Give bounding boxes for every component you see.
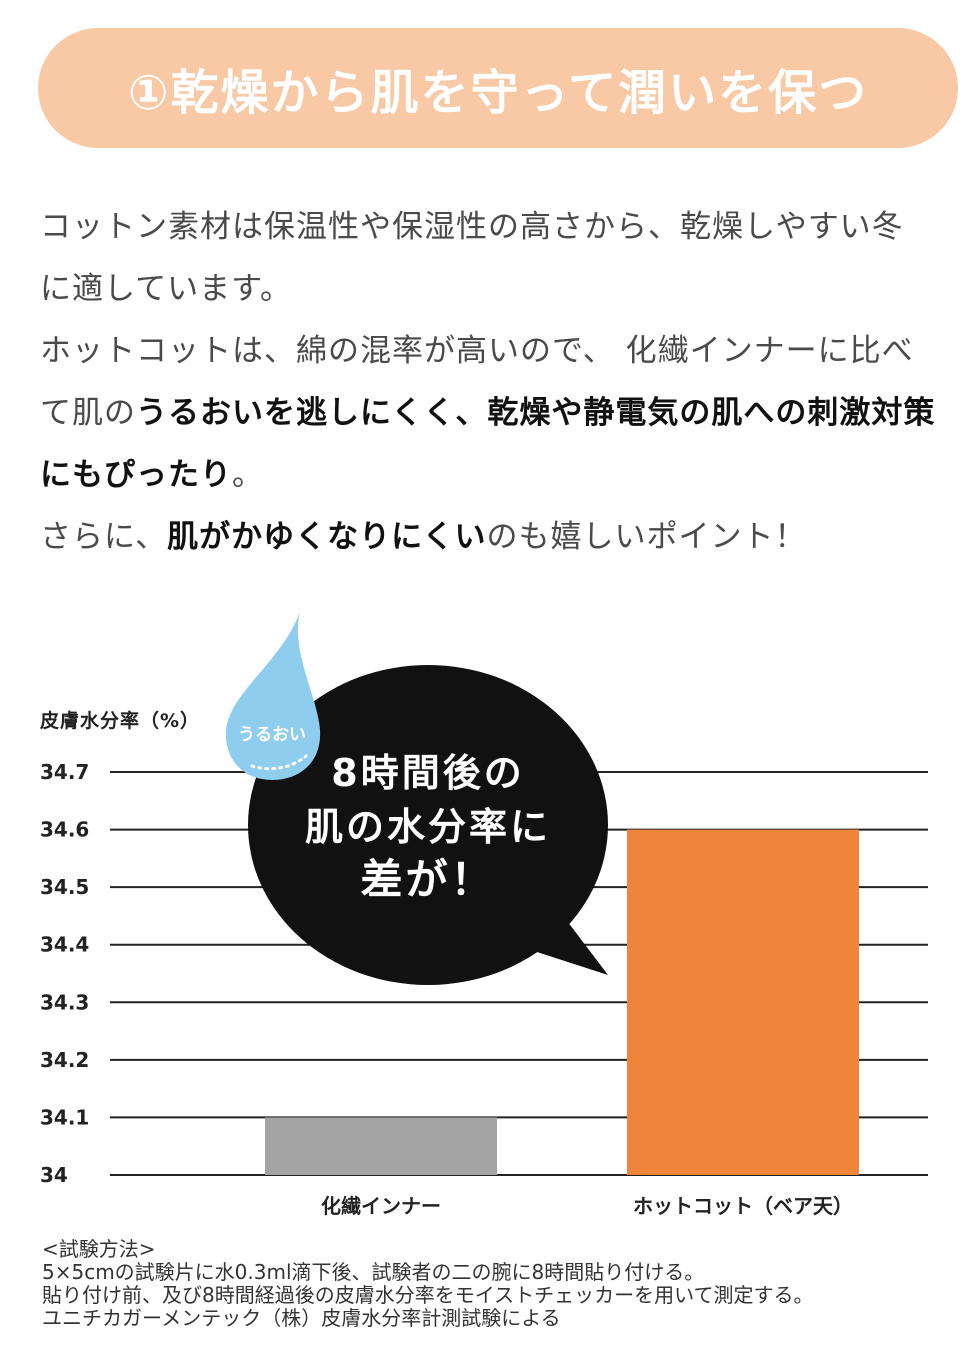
para1-line1: コットン素材は保温性や保湿性の高さから、乾燥しやすい冬 bbox=[40, 209, 904, 245]
para2-line3: にもぴったり。 bbox=[40, 444, 962, 506]
para3-plain2: のも嬉しいポイント！ bbox=[486, 519, 807, 555]
footnote-line1: <試験方法> bbox=[42, 1237, 156, 1261]
footnote-line3: 貼り付け前、及び8時間経過後の皮膚水分率をモイストチェッカーを用いて測定する。 bbox=[42, 1283, 814, 1307]
speech-bubble bbox=[248, 665, 608, 985]
para2-line1: ホットコットは、綿の混率が高いので、 化繊インナーに比べ bbox=[40, 333, 914, 369]
para2-line2-bold: うるおいを逃しにくく、乾燥や静電気の肌への刺激対策 bbox=[136, 395, 936, 431]
header-banner: ①乾燥から肌を守って潤いを保つ bbox=[38, 28, 958, 148]
header-title: ①乾燥から肌を守って潤いを保つ bbox=[127, 65, 869, 121]
callout-bubble: 8時間後の 肌の水分率に 差が！ bbox=[248, 665, 608, 985]
x-category-label: 化繊インナー bbox=[321, 1194, 441, 1218]
para2-line2-plain: て肌の bbox=[40, 395, 136, 431]
chart: 34 34.1 34.2 34.3 34.4 34.5 34.6 34.7 化繊インナー ホット… bbox=[40, 612, 928, 1218]
water-drop-label: うるおい bbox=[238, 725, 306, 745]
y-tick-label: 34.5 bbox=[40, 875, 89, 899]
para2-line3-plain: 。 bbox=[232, 457, 264, 493]
water-drop-highlight bbox=[250, 754, 308, 771]
y-tick-label: 34.7 bbox=[40, 760, 89, 784]
y-axis-title: 皮膚水分率（%） bbox=[40, 710, 201, 732]
callout-line2: 肌の水分率に bbox=[305, 805, 551, 849]
y-tick-label: 34.3 bbox=[40, 990, 89, 1014]
footnote-line2: 5×5cmの試験片に水0.3ml滴下後、試験者の二の腕に8時間貼り付ける。 bbox=[42, 1260, 705, 1284]
water-drop-shape bbox=[225, 612, 321, 780]
water-drop-icon: うるおい bbox=[225, 612, 321, 780]
description-text: コットン素材は保温性や保湿性の高さから、乾燥しやすい冬 に適しています。 ホット… bbox=[40, 196, 962, 568]
para1-line2: に適しています。 bbox=[40, 271, 292, 307]
para3: さらに、肌がかゆくなりにくいのも嬉しいポイント！ bbox=[40, 506, 962, 568]
y-tick-labels: 34 34.1 34.2 34.3 34.4 34.5 34.6 34.7 bbox=[40, 760, 89, 1187]
para3-plain1: さらに、 bbox=[40, 519, 168, 555]
x-category-label: ホットコット（ベア天） bbox=[633, 1194, 853, 1218]
bars bbox=[265, 829, 859, 1175]
y-tick-label: 34.4 bbox=[40, 933, 89, 957]
y-tick-label: 34.1 bbox=[40, 1105, 89, 1129]
callout-line3: 差が！ bbox=[360, 855, 495, 904]
callout-line1: 8時間後の bbox=[331, 751, 524, 795]
para3-bold: 肌がかゆくなりにくい bbox=[167, 519, 487, 555]
test-method-footnote: <試験方法> 5×5cmの試験片に水0.3ml滴下後、試験者の二の腕に8時間貼り… bbox=[42, 1238, 962, 1330]
y-tick-label: 34.2 bbox=[40, 1048, 89, 1072]
y-tick-label: 34.6 bbox=[40, 818, 89, 842]
para2-line2: て肌のうるおいを逃しにくく、乾燥や静電気の肌への刺激対策 bbox=[40, 382, 962, 444]
speech-bubble-tail bbox=[500, 905, 608, 975]
x-category-labels: 化繊インナー ホットコット（ベア天） bbox=[321, 1194, 853, 1218]
bar-1 bbox=[265, 1117, 497, 1175]
bar-2 bbox=[627, 829, 859, 1175]
footnote-line4: ユニチカガーメンテック（株）皮膚水分率計測試験による bbox=[42, 1306, 561, 1330]
y-tick-label: 34 bbox=[40, 1163, 68, 1187]
para2-line3-bold: にもぴったり bbox=[40, 457, 232, 493]
